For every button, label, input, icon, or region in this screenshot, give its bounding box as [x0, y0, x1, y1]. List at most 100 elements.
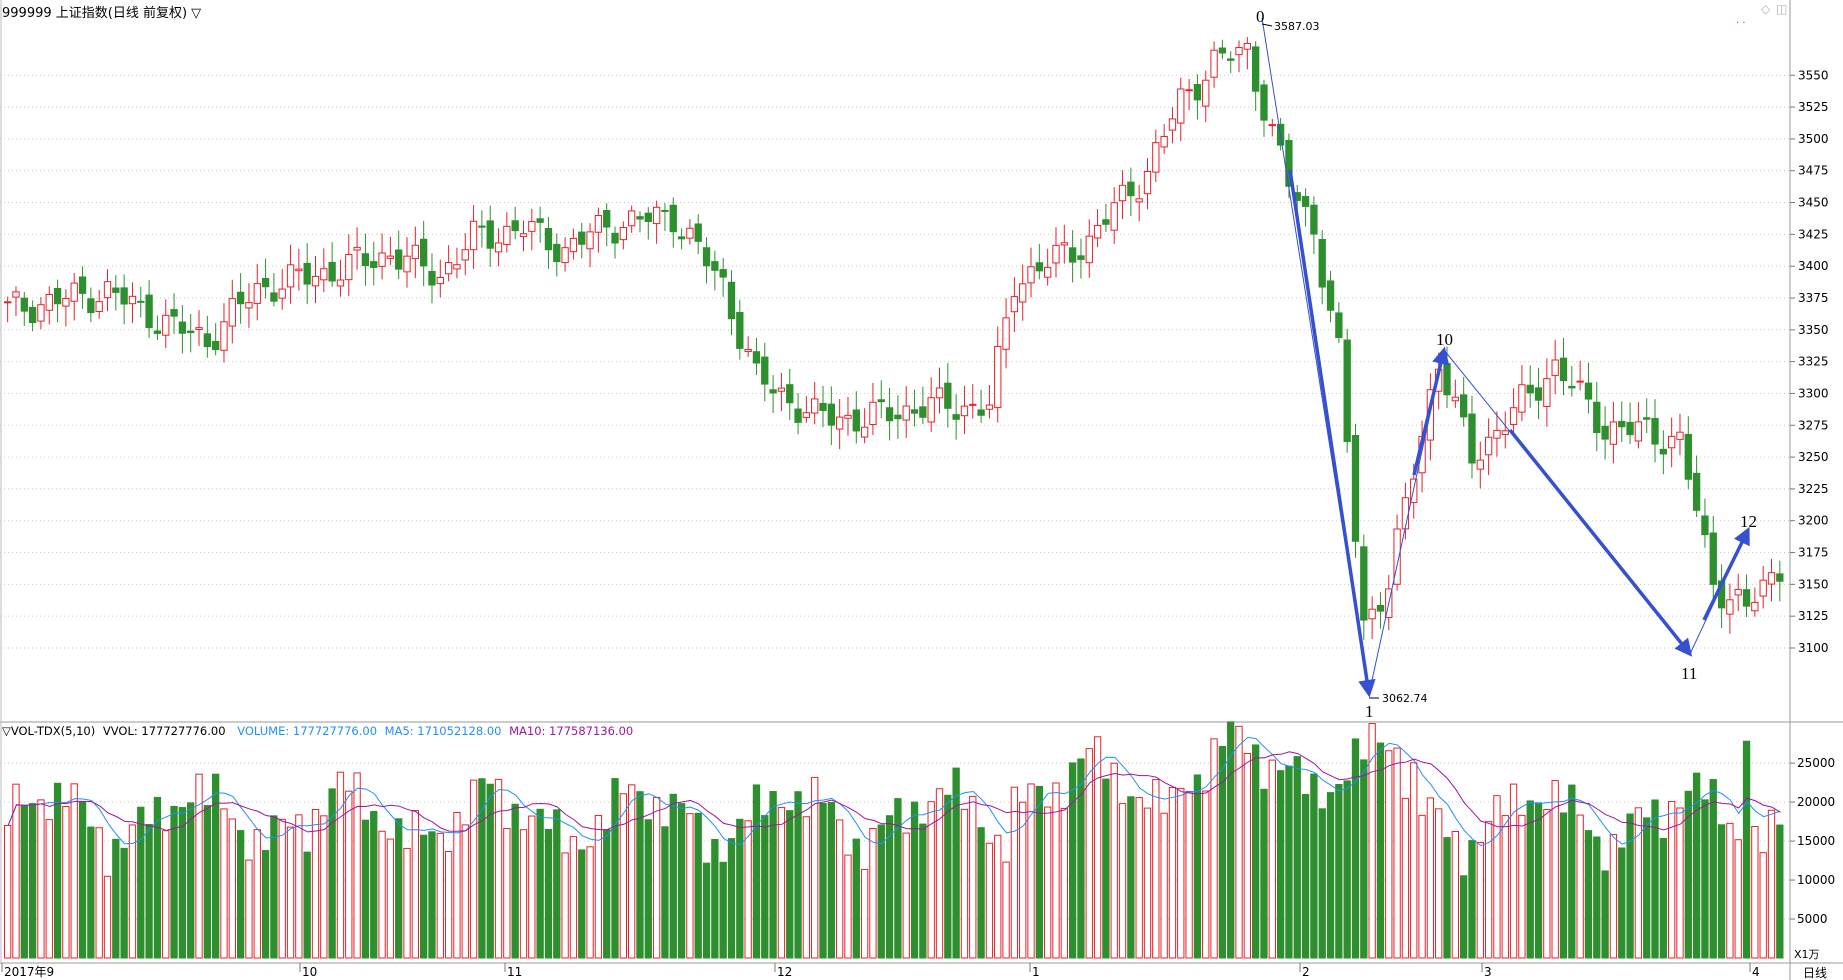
candle-body [1044, 266, 1052, 278]
candle-body [1526, 384, 1534, 394]
volume-bar [1360, 759, 1368, 959]
candle-body [1118, 184, 1127, 202]
volume-bar [869, 827, 877, 959]
volume-bar [1476, 841, 1484, 959]
price-tick-label: 3500 [1798, 132, 1829, 146]
price-tick-label: 3175 [1798, 546, 1829, 560]
volume-bar [328, 788, 336, 959]
vol-indicator-name[interactable]: ▽VOL-TDX(5,10) [2, 724, 96, 738]
wave-arrow-to-11 [1508, 428, 1693, 657]
volume-bar [478, 778, 486, 959]
volume-bar [1410, 762, 1418, 959]
candle-body [702, 247, 711, 267]
volume-bar [628, 784, 636, 959]
volume-bar [519, 829, 528, 959]
candle-body [1518, 384, 1526, 413]
candle-body [1460, 394, 1468, 418]
volume-bar [295, 814, 303, 959]
volume-bar [187, 802, 195, 959]
candle-body [1093, 224, 1102, 239]
volume-bar [811, 776, 819, 959]
volume-bar [503, 828, 511, 959]
candle-body [652, 206, 661, 225]
candle-body [270, 292, 278, 302]
price-tick-label: 3100 [1798, 641, 1829, 655]
volume-bar [1310, 773, 1318, 959]
candle-body [860, 426, 869, 438]
volume-bar [1668, 801, 1676, 959]
volume-bar [727, 838, 736, 959]
candle-body [95, 301, 103, 313]
volume-bar [1118, 803, 1127, 959]
volume-bar [877, 824, 885, 959]
volume-bar [669, 793, 677, 959]
candle-body [885, 407, 894, 422]
volume-bar [836, 819, 844, 959]
volume-bar [1418, 814, 1426, 959]
candle-body [960, 405, 969, 417]
candle-body [428, 270, 436, 286]
volume-bar [95, 827, 103, 959]
candle-body [1185, 89, 1193, 92]
candle-body [1127, 181, 1135, 197]
volume-bar [1767, 809, 1776, 959]
candle-body [411, 244, 419, 260]
candle-body [910, 409, 919, 414]
volume-bar [37, 799, 45, 959]
chart-title[interactable]: 999999 上证指数(日线 前复权) ▽ [2, 6, 202, 21]
candle-body [1019, 283, 1027, 303]
volume-indicator-header[interactable]: ▽VOL-TDX(5,10) VVOL: 177727776.00 VOLUME… [2, 724, 633, 738]
volume-bar [1060, 807, 1068, 959]
candle-body [628, 210, 636, 227]
volume-bar [1193, 774, 1202, 959]
candle-body [1726, 599, 1734, 615]
volume-bar [137, 806, 145, 959]
candle-body [952, 414, 960, 420]
volume-bar [1568, 784, 1576, 959]
candle-body [919, 406, 927, 418]
candle-body [1593, 401, 1601, 434]
candle-body [1559, 357, 1568, 382]
candle-body [902, 405, 910, 421]
candle-body [103, 281, 112, 299]
volume-bar [777, 806, 786, 959]
volume-bar [1451, 830, 1460, 959]
candle-body [1509, 407, 1518, 425]
volume-bar [153, 796, 162, 959]
volume-bar [1551, 780, 1559, 959]
candle-body [1202, 79, 1210, 107]
ma5-line [7, 736, 1781, 847]
volume-bar [1210, 738, 1218, 959]
candle-body [395, 249, 403, 270]
window-restore-icon[interactable]: ◇ [1761, 2, 1771, 16]
price-tick-label: 3350 [1798, 323, 1829, 337]
price-tick-label: 3125 [1798, 609, 1829, 623]
candle-body [436, 276, 444, 285]
volume-bar [1052, 782, 1060, 959]
volume-bar [544, 828, 553, 959]
volume-bar [395, 818, 403, 959]
candle-body [869, 401, 877, 425]
candle-body [636, 216, 644, 220]
candle-body [1576, 380, 1584, 383]
volume-bar [844, 854, 852, 959]
candle-body [370, 261, 378, 268]
low-annotation: 3062.74 [1382, 692, 1428, 705]
candle-body [1668, 435, 1676, 449]
candle-body [1684, 433, 1692, 480]
candle-body [977, 409, 985, 416]
candle-body [1501, 430, 1509, 435]
window-max-icon[interactable]: ◫ [1776, 2, 1788, 16]
volume-bar [1526, 800, 1534, 959]
candle-body [320, 268, 328, 281]
candle-body [1060, 242, 1068, 246]
candle-body [794, 408, 802, 423]
candle-body [1160, 135, 1168, 148]
price-tick-label: 3200 [1798, 514, 1829, 528]
volume-bar [236, 830, 245, 959]
candle-body [153, 330, 162, 334]
volume-bar [1776, 824, 1784, 959]
volume-bar [1335, 784, 1343, 959]
candle-body [1401, 497, 1410, 530]
